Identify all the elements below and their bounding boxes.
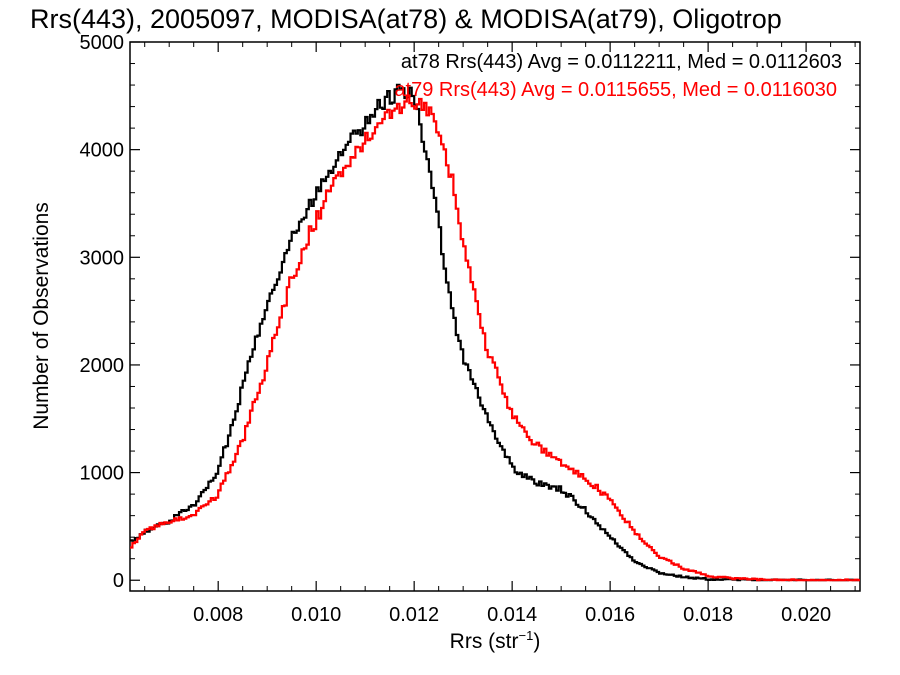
x-tick-label: 0.008 [193,604,243,626]
x-tick-label: 0.020 [781,604,831,626]
x-axis-label-close: ) [533,630,540,653]
y-tick-labels: 0 1000 2000 3000 4000 5000 [80,32,125,592]
x-axis-label-text: Rrs (str [450,630,519,653]
legend-entry-at79: at79 Rrs(443) Avg = 0.0115655, Med = 0.0… [394,79,837,101]
x-tick-label: 0.010 [291,604,341,626]
series-line-at78 [130,83,860,582]
y-tick-label: 2000 [80,355,125,377]
axis-ticks [130,41,860,591]
plot-frame [129,41,861,592]
chart-title: Rrs(443), 2005097, MODISA(at78) & MODISA… [30,4,782,34]
x-axis-label: Rrs (str−1) [450,628,541,653]
x-tick-labels: 0.008 0.010 0.012 0.014 0.016 0.018 0.020 [193,604,831,626]
y-tick-label: 5000 [80,32,125,54]
y-tick-label: 1000 [80,463,125,485]
y-tick-label: 0 [113,570,124,592]
series-group [130,83,860,582]
x-axis-label-superscript: −1 [519,628,534,643]
x-tick-label: 0.012 [389,604,439,626]
x-tick-label: 0.016 [585,604,635,626]
legend-entry-at78: at78 Rrs(443) Avg = 0.0112211, Med = 0.0… [401,51,842,73]
x-tick-label: 0.014 [487,604,537,626]
series-line-at79 [130,94,860,582]
y-axis-label: Number of Observations [30,202,53,430]
y-tick-label: 4000 [80,140,125,162]
x-tick-label: 0.018 [683,604,733,626]
y-tick-label: 3000 [80,247,125,269]
